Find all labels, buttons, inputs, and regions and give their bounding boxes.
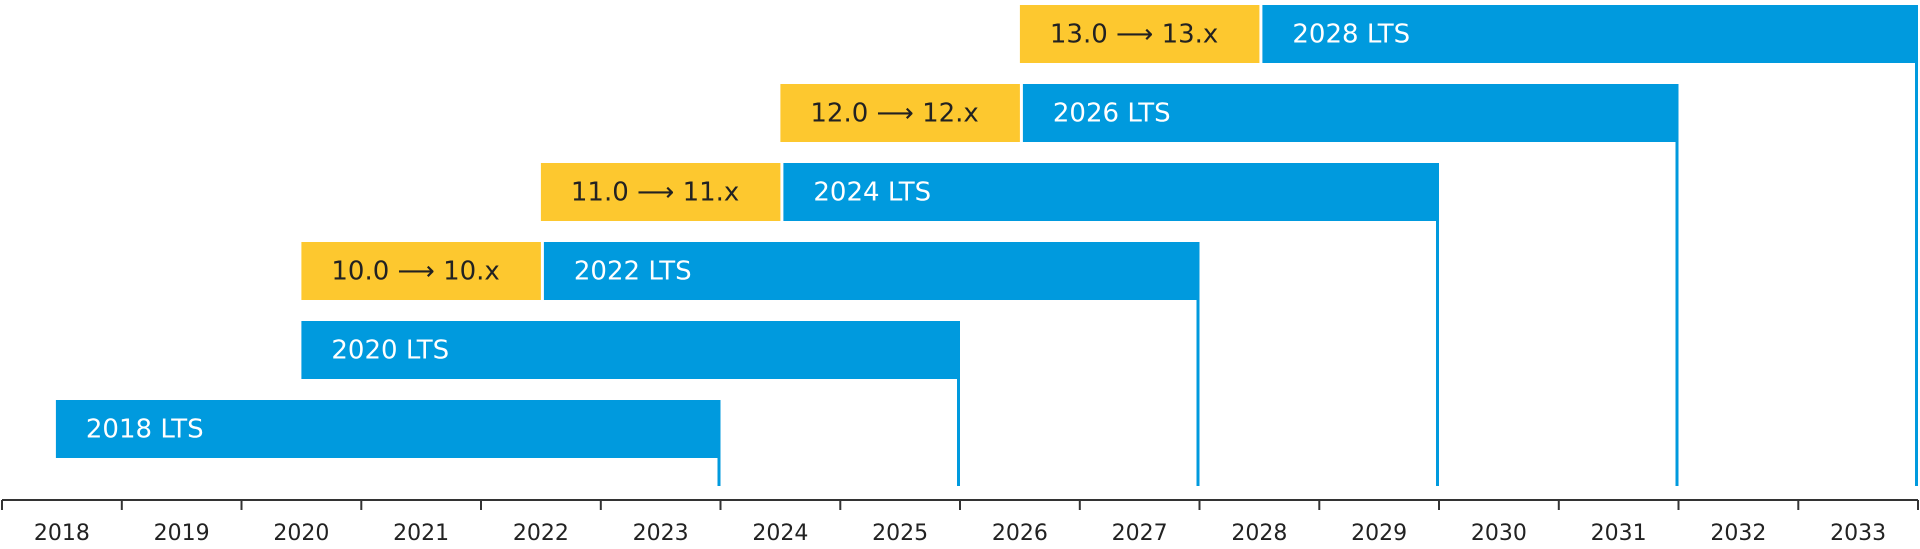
lts-bar-label: 2022 LTS [574,257,692,287]
x-axis-tick-label: 2022 [513,521,569,546]
timeline-row: 13.0 ⟶ 13.x 2028 LTS [1019,5,1918,63]
feature-release-bar [780,84,1020,142]
x-axis-tick-label: 2033 [1830,521,1886,546]
lts-bar [783,163,1439,221]
x-axis-tick-label: 2032 [1710,521,1766,546]
timeline-row: 10.0 ⟶ 10.x 2022 LTS [301,242,1200,300]
end-markers-layer [717,63,1918,486]
timeline-row: 2020 LTS [301,321,960,379]
x-axis-tick-label: 2025 [872,521,928,546]
lts-bar-label: 2024 LTS [813,178,931,208]
lts-bar-label: 2026 LTS [1053,99,1171,129]
x-axis: 2018 2019 2020 2021 2022 2023 2024 2025 2026 2027… [1,499,1919,546]
x-axis-tick-label: 2020 [273,521,329,546]
x-axis-tick-label: 2019 [154,521,210,546]
lts-bar [1022,84,1679,142]
x-axis-tick-label: 2030 [1471,521,1527,546]
timeline-row: 12.0 ⟶ 12.x 2026 LTS [780,84,1679,142]
feature-release-bar [540,163,781,221]
feature-release-label: 10.0 ⟶ 10.x [331,257,499,287]
feature-release-bar [1019,5,1260,63]
timeline-row: 2018 LTS [55,400,721,458]
lts-bar [301,321,960,379]
lts-bar-label: 2020 LTS [331,336,449,366]
x-axis-tick-label: 2027 [1112,521,1168,546]
lts-bar [543,242,1200,300]
lts-bar [55,400,721,458]
feature-release-bar [301,242,541,300]
feature-release-label: 13.0 ⟶ 13.x [1050,20,1218,50]
lts-bar-label: 2018 LTS [86,415,204,445]
x-axis-tick-label: 2026 [992,521,1048,546]
bars-layer: 2018 LTS 2020 LTS 10.0 ⟶ 10.x 2022 LTS 11.0 … [55,5,1918,458]
x-axis-tick-label: 2029 [1351,521,1407,546]
feature-release-label: 12.0 ⟶ 12.x [810,99,978,129]
x-axis-tick-label: 2018 [34,521,90,546]
timeline-row: 11.0 ⟶ 11.x 2024 LTS [540,163,1439,221]
x-axis-tick-label: 2024 [752,521,808,546]
x-axis-tick-label: 2023 [633,521,689,546]
lts-bar [1262,5,1918,63]
x-axis-tick-label: 2028 [1231,521,1287,546]
x-axis-tick-label: 2021 [393,521,449,546]
x-axis-tick-label: 2031 [1591,521,1647,546]
lts-bar-label: 2028 LTS [1292,20,1410,50]
feature-release-label: 11.0 ⟶ 11.x [571,178,739,208]
